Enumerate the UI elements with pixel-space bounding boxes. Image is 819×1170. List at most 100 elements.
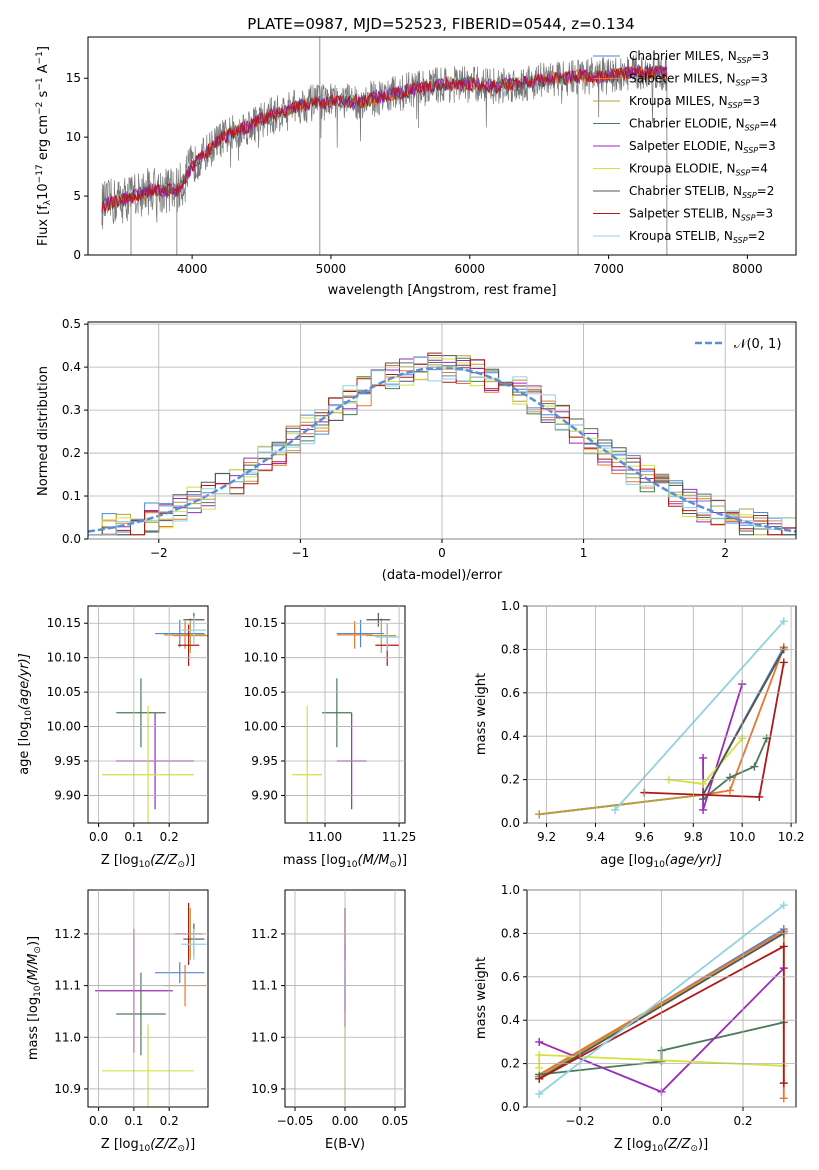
y-tick-label: 10.15 bbox=[244, 616, 278, 630]
x-tick-label: 9.8 bbox=[684, 830, 703, 844]
age-vs-z-ylabel: age [log10(age/yr)] bbox=[17, 653, 34, 775]
spectrum-plot-area bbox=[101, 37, 668, 255]
y-tick-label: 10 bbox=[66, 130, 81, 144]
spectrum-ylabel: Flux [fλ10−17 erg cm−2 s−1 A−1] bbox=[35, 46, 53, 246]
x-tick-label: 0.2 bbox=[160, 830, 179, 844]
residual-ylabel: Normed distribution bbox=[36, 366, 51, 496]
normal-legend-label: 𝒩(0, 1) bbox=[734, 337, 781, 352]
y-tick-label: 0.4 bbox=[501, 729, 520, 743]
x-tick-label: 0.00 bbox=[332, 1114, 359, 1128]
mass-vs-z-xlabel: Z [log10(Z/Z⊙)] bbox=[101, 1137, 195, 1154]
age-vs-mass-ticks: 11.00 11.25 9.90 9.95 10.00 10.05 10.10 10.15 bbox=[244, 606, 416, 844]
mass-weight-marker bbox=[535, 1050, 544, 1059]
spectrum-legend: Chabrier MILES, NSSP=3 Salpeter MILES, NS… bbox=[593, 49, 777, 245]
spectrum-axes-frame bbox=[87, 36, 797, 256]
weight-vs-z-panel: −0.2 0.0 0.2 0.0 0.2 0.4 0.6 0.8 1.0 Z [log10(Z/… bbox=[474, 883, 797, 1154]
mass-vs-ebv-ticks: −0.05 0.00 0.05 10.9 11.0 11.1 11.2 bbox=[251, 890, 408, 1128]
age-vs-mass-xlabel: mass [log10(M/M⊙)] bbox=[283, 853, 407, 870]
spectrum-panel: PLATE=0987, MJD=52523, FIBERID=0544, z=0… bbox=[35, 15, 797, 298]
legend-label: Chabrier STELIB, NSSP=2 bbox=[629, 184, 774, 200]
x-tick-label: 0.0 bbox=[652, 1114, 671, 1128]
residual-xlabel: (data-model)/error bbox=[382, 568, 503, 583]
mass-weight-marker bbox=[779, 901, 788, 910]
x-tick-label: −0.05 bbox=[277, 1114, 314, 1128]
mass-weight-marker bbox=[755, 792, 764, 801]
y-tick-label: 9.90 bbox=[251, 788, 278, 802]
y-tick-label: 10.9 bbox=[54, 1082, 81, 1096]
mass-vs-z-frame bbox=[87, 889, 209, 1108]
y-tick-label: 0.2 bbox=[501, 1057, 520, 1071]
mass-weight-marker bbox=[535, 1074, 544, 1083]
legend-label: Salpeter ELODIE, NSSP=3 bbox=[629, 139, 776, 155]
y-tick-label: 0.0 bbox=[501, 1100, 520, 1114]
observed-spectrum-line bbox=[101, 53, 667, 230]
residual-ticks: −2 −1 0 1 2 0.0 0.1 0.2 0.3 0.4 0.5 bbox=[62, 317, 796, 560]
x-tick-label: 0.2 bbox=[160, 1114, 179, 1128]
x-tick-label: 9.2 bbox=[537, 830, 556, 844]
mass-weight-marker bbox=[779, 1094, 788, 1103]
legend-label: Kroupa ELODIE, NSSP=4 bbox=[629, 162, 768, 178]
mass-weight-marker bbox=[725, 786, 734, 795]
weight-vs-age-panel: 9.2 9.4 9.6 9.8 10.0 10.2 0.0 0.2 0.4 0.6 0.8 1.0 a… bbox=[474, 599, 804, 870]
weight-vs-z-xlabel: Z [log10(Z/Z⊙)] bbox=[614, 1137, 708, 1154]
mass-weight-marker bbox=[699, 779, 708, 788]
mass-weight-marker bbox=[699, 805, 708, 814]
residual-panel: −2 −1 0 1 2 0.0 0.1 0.2 0.3 0.4 0.5 (data-model)/e… bbox=[36, 317, 797, 583]
x-tick-label: 0.05 bbox=[382, 1114, 409, 1128]
y-tick-label: 11.2 bbox=[251, 927, 278, 941]
mass-vs-z-ylabel: mass [log10(M/M⊙)] bbox=[26, 936, 43, 1060]
legend-label: Chabrier ELODIE, NSSP=4 bbox=[629, 117, 777, 133]
y-tick-label: 10.10 bbox=[47, 651, 81, 665]
model-spectrum-line bbox=[101, 64, 668, 213]
mass-vs-z-ticks: 0.0 0.1 0.2 10.9 11.0 11.1 11.2 bbox=[54, 890, 208, 1128]
age-vs-z-plot-area bbox=[102, 612, 208, 823]
y-tick-label: 10.00 bbox=[47, 720, 81, 734]
legend-label: Salpeter MILES, NSSP=3 bbox=[629, 72, 768, 88]
x-tick-label: 0.1 bbox=[124, 830, 143, 844]
x-tick-label: 10.2 bbox=[778, 830, 805, 844]
age-vs-mass-plot-area bbox=[292, 612, 400, 823]
age-vs-mass-frame bbox=[284, 605, 406, 824]
mass-weight-line bbox=[539, 646, 785, 816]
y-tick-label: 0.8 bbox=[501, 642, 520, 656]
mass-weight-marker bbox=[535, 810, 544, 819]
y-tick-label: 11.1 bbox=[251, 979, 278, 993]
y-tick-label: 9.95 bbox=[54, 754, 81, 768]
spectrum-ticks: 4000 5000 6000 7000 8000 0 5 10 15 bbox=[66, 71, 763, 276]
legend-label: Kroupa STELIB, NSSP=2 bbox=[629, 229, 765, 245]
y-tick-label: 10.10 bbox=[244, 651, 278, 665]
y-tick-label: 0.0 bbox=[501, 816, 520, 830]
y-tick-label: 11.0 bbox=[54, 1030, 81, 1044]
y-tick-label: 0.5 bbox=[62, 317, 81, 331]
y-tick-label: 0.6 bbox=[501, 970, 520, 984]
mass-weight-line bbox=[702, 648, 785, 796]
mass-vs-ebv-panel: −0.05 0.00 0.05 10.9 11.0 11.1 11.2 E(B-V) bbox=[251, 889, 408, 1152]
y-tick-label: 10.15 bbox=[47, 616, 81, 630]
y-tick-label: 0 bbox=[73, 248, 81, 262]
weight-vs-z-ticks: −0.2 0.0 0.2 0.0 0.2 0.4 0.6 0.8 1.0 bbox=[501, 883, 796, 1128]
x-tick-label: 7000 bbox=[593, 262, 624, 276]
age-vs-z-ticks: 0.0 0.1 0.2 9.90 9.95 10.00 10.05 10.10 10.15 bbox=[47, 606, 208, 844]
y-tick-label: 15 bbox=[66, 71, 81, 85]
mass-vs-z-panel: 0.0 0.1 0.2 10.9 11.0 11.1 11.2 Z [log10(Z/Z⊙)… bbox=[26, 889, 209, 1154]
model-spectrum-line bbox=[101, 64, 668, 213]
y-tick-label: 11.2 bbox=[54, 927, 81, 941]
weight-vs-z-ylabel: mass weight bbox=[474, 957, 489, 1039]
y-tick-label: 0.4 bbox=[62, 360, 81, 374]
mass-weight-line bbox=[539, 648, 785, 816]
x-tick-label: 11.00 bbox=[308, 830, 342, 844]
mass-weight-marker bbox=[535, 1063, 544, 1072]
x-tick-label: 8000 bbox=[732, 262, 763, 276]
x-tick-label: 2 bbox=[721, 546, 729, 560]
mass-vs-ebv-xlabel: E(B-V) bbox=[325, 1137, 365, 1152]
weight-vs-age-plot-area bbox=[535, 617, 788, 819]
legend-label: Kroupa MILES, NSSP=3 bbox=[629, 94, 760, 110]
age-vs-z-xlabel: Z [log10(Z/Z⊙)] bbox=[101, 853, 195, 870]
x-tick-label: 5000 bbox=[316, 262, 347, 276]
mass-weight-marker bbox=[725, 773, 734, 782]
mass-weight-marker bbox=[535, 1089, 544, 1098]
model-spectrum-line bbox=[101, 64, 668, 213]
y-tick-label: 0.6 bbox=[501, 686, 520, 700]
mass-weight-marker bbox=[779, 1079, 788, 1088]
